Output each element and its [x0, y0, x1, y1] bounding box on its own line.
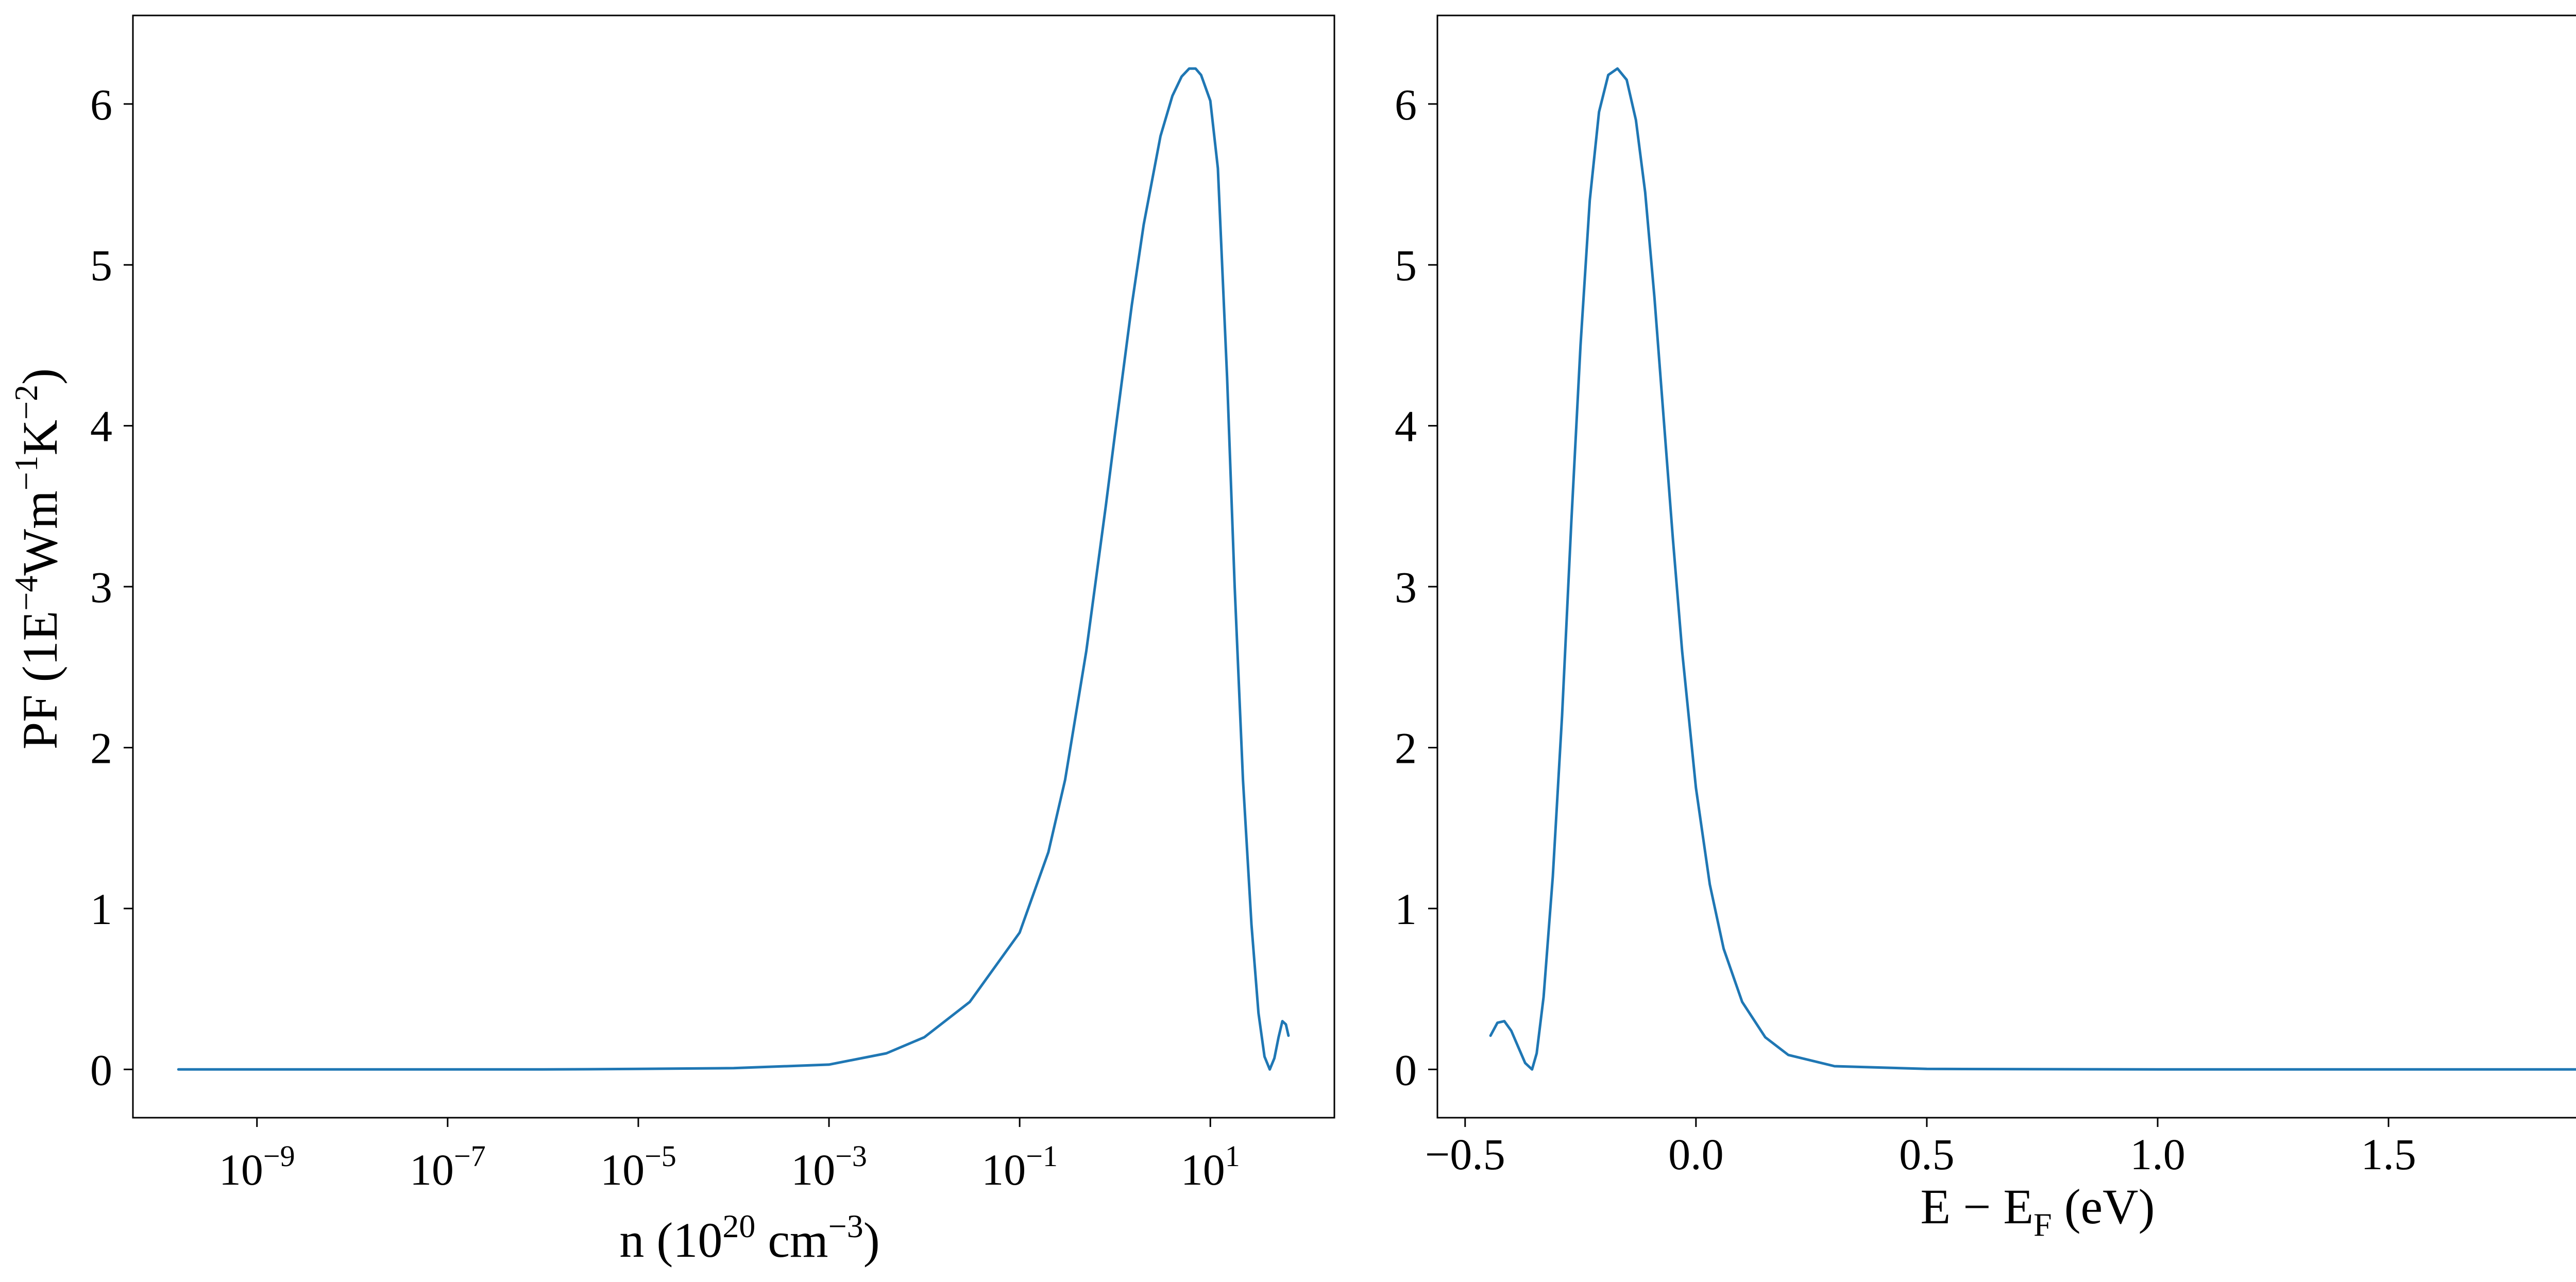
right-x-tick-label: −0.5 [1425, 1130, 1505, 1179]
left-x-tick-label: 10−7 [410, 1139, 486, 1194]
right-y-tick-label: 3 [1395, 562, 1417, 612]
left-y-tick-label: 4 [90, 402, 112, 451]
right-y-tick-label: 1 [1395, 884, 1417, 934]
left-x-tick-label: 101 [1181, 1139, 1240, 1194]
right-x-tick-label: 1.0 [2130, 1130, 2185, 1179]
left-x-tick-label: 10−5 [600, 1139, 676, 1194]
left-y-tick-label: 1 [90, 884, 112, 934]
right-x-tick-label: 0.5 [1899, 1130, 1955, 1179]
right-series-line [1489, 67, 2576, 1071]
left-x-tick-label: 10−9 [219, 1139, 295, 1194]
left-y-tick-label: 5 [90, 241, 112, 290]
right-y-tick-label: 4 [1395, 402, 1417, 451]
right-y-tick-label: 6 [1395, 80, 1417, 129]
left-y-tick-label: 2 [90, 723, 112, 773]
left-axes-frame [132, 14, 1335, 1119]
right-x-tick-label: 1.5 [2361, 1130, 2416, 1179]
left-x-tick-label: 10−1 [981, 1139, 1058, 1194]
right-y-tick-label: 5 [1395, 241, 1417, 290]
right-axes-frame [1436, 14, 2576, 1119]
left-y-tick-label: 6 [90, 80, 112, 129]
left-y-axis-label: PF (1E−4Wm−1K−2) [8, 368, 67, 749]
right-plot-panel: −0.50.00.51.01.52.00123456 [1395, 14, 2576, 1179]
right-y-tick-label: 0 [1395, 1045, 1417, 1095]
left-series-line [177, 67, 1290, 1071]
right-y-tick-label: 2 [1395, 723, 1417, 773]
left-y-tick-label: 3 [90, 562, 112, 612]
left-x-tick-label: 10−3 [791, 1139, 867, 1194]
right-x-tick-label: 0.0 [1668, 1130, 1724, 1179]
left-y-tick-label: 0 [90, 1045, 112, 1095]
